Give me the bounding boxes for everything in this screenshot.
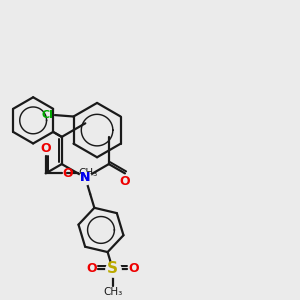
Text: CH₃: CH₃ bbox=[79, 168, 98, 178]
Text: Cl: Cl bbox=[42, 110, 53, 120]
Text: CH₃: CH₃ bbox=[103, 287, 122, 297]
Text: O: O bbox=[86, 262, 97, 275]
Text: O: O bbox=[63, 167, 74, 180]
Text: O: O bbox=[120, 176, 130, 188]
Text: N: N bbox=[80, 171, 91, 184]
Text: O: O bbox=[40, 142, 51, 155]
Text: S: S bbox=[107, 261, 118, 276]
Text: O: O bbox=[129, 262, 139, 275]
Text: N: N bbox=[80, 171, 91, 184]
